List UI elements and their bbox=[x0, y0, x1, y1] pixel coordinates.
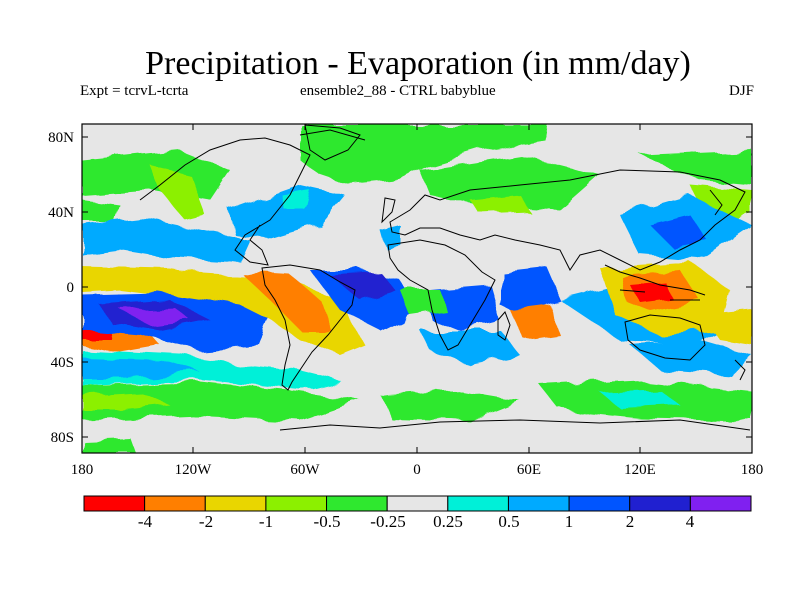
contour-fills bbox=[82, 124, 752, 452]
colorbar-label: 2 bbox=[626, 512, 635, 531]
lon-tick-marks bbox=[81, 124, 753, 453]
colorbar-swatch bbox=[447, 495, 509, 512]
colorbar-swatch bbox=[629, 495, 691, 512]
colorbar-label: 1 bbox=[565, 512, 574, 531]
ensemble-label: ensemble2_88 - CTRL babyblue bbox=[300, 83, 496, 99]
experiment-label: Expt = tcrvL-tcrta bbox=[80, 83, 189, 99]
colorbar-swatch bbox=[83, 495, 146, 512]
colorbar-labels: -4 -2 -1 -0.5 -0.25 0.25 0.5 1 2 4 bbox=[138, 512, 695, 531]
lon-labels: 180 120W 60W 0 60E 120E 180 bbox=[71, 462, 764, 478]
lon-label: 60W bbox=[290, 462, 320, 478]
colorbar-label: -0.25 bbox=[370, 512, 405, 531]
colorbar-label: 0.5 bbox=[498, 512, 519, 531]
colorbar-label: -4 bbox=[138, 512, 153, 531]
colorbar-label: -1 bbox=[259, 512, 273, 531]
colorbar bbox=[83, 495, 752, 512]
lat-label: 0 bbox=[67, 280, 75, 296]
colorbar-swatch bbox=[568, 495, 631, 512]
lon-label: 0 bbox=[413, 462, 421, 478]
lon-label: 180 bbox=[741, 462, 764, 478]
colorbar-label: 4 bbox=[686, 512, 695, 531]
colorbar-label: 0.25 bbox=[433, 512, 463, 531]
lon-label: 60E bbox=[517, 462, 541, 478]
season-label: DJF bbox=[728, 83, 754, 99]
colorbar-swatch bbox=[265, 495, 328, 512]
lon-label: 120W bbox=[175, 462, 213, 478]
colorbar-swatch bbox=[326, 495, 388, 512]
lat-label: 80N bbox=[48, 130, 74, 146]
lat-tick-marks bbox=[82, 136, 752, 438]
colorbar-label: -2 bbox=[199, 512, 213, 531]
lon-label: 180 bbox=[71, 462, 94, 478]
colorbar-swatch bbox=[386, 495, 449, 512]
lat-label: 40N bbox=[48, 205, 74, 221]
coastlines bbox=[139, 124, 751, 431]
colorbar-label: -0.5 bbox=[314, 512, 341, 531]
lat-label: 40S bbox=[51, 355, 74, 371]
colorbar-swatch bbox=[144, 495, 206, 512]
map-title: Precipitation - Evaporation (in mm/day) bbox=[145, 45, 691, 82]
lon-label: 120E bbox=[624, 462, 656, 478]
colorbar-swatch bbox=[689, 495, 752, 512]
lat-labels: 80N 40N 0 40S 80S bbox=[48, 130, 74, 446]
colorbar-swatch bbox=[204, 495, 267, 512]
lat-label: 80S bbox=[51, 430, 74, 446]
colorbar-swatch bbox=[507, 495, 570, 512]
map-plot-area bbox=[82, 124, 752, 453]
